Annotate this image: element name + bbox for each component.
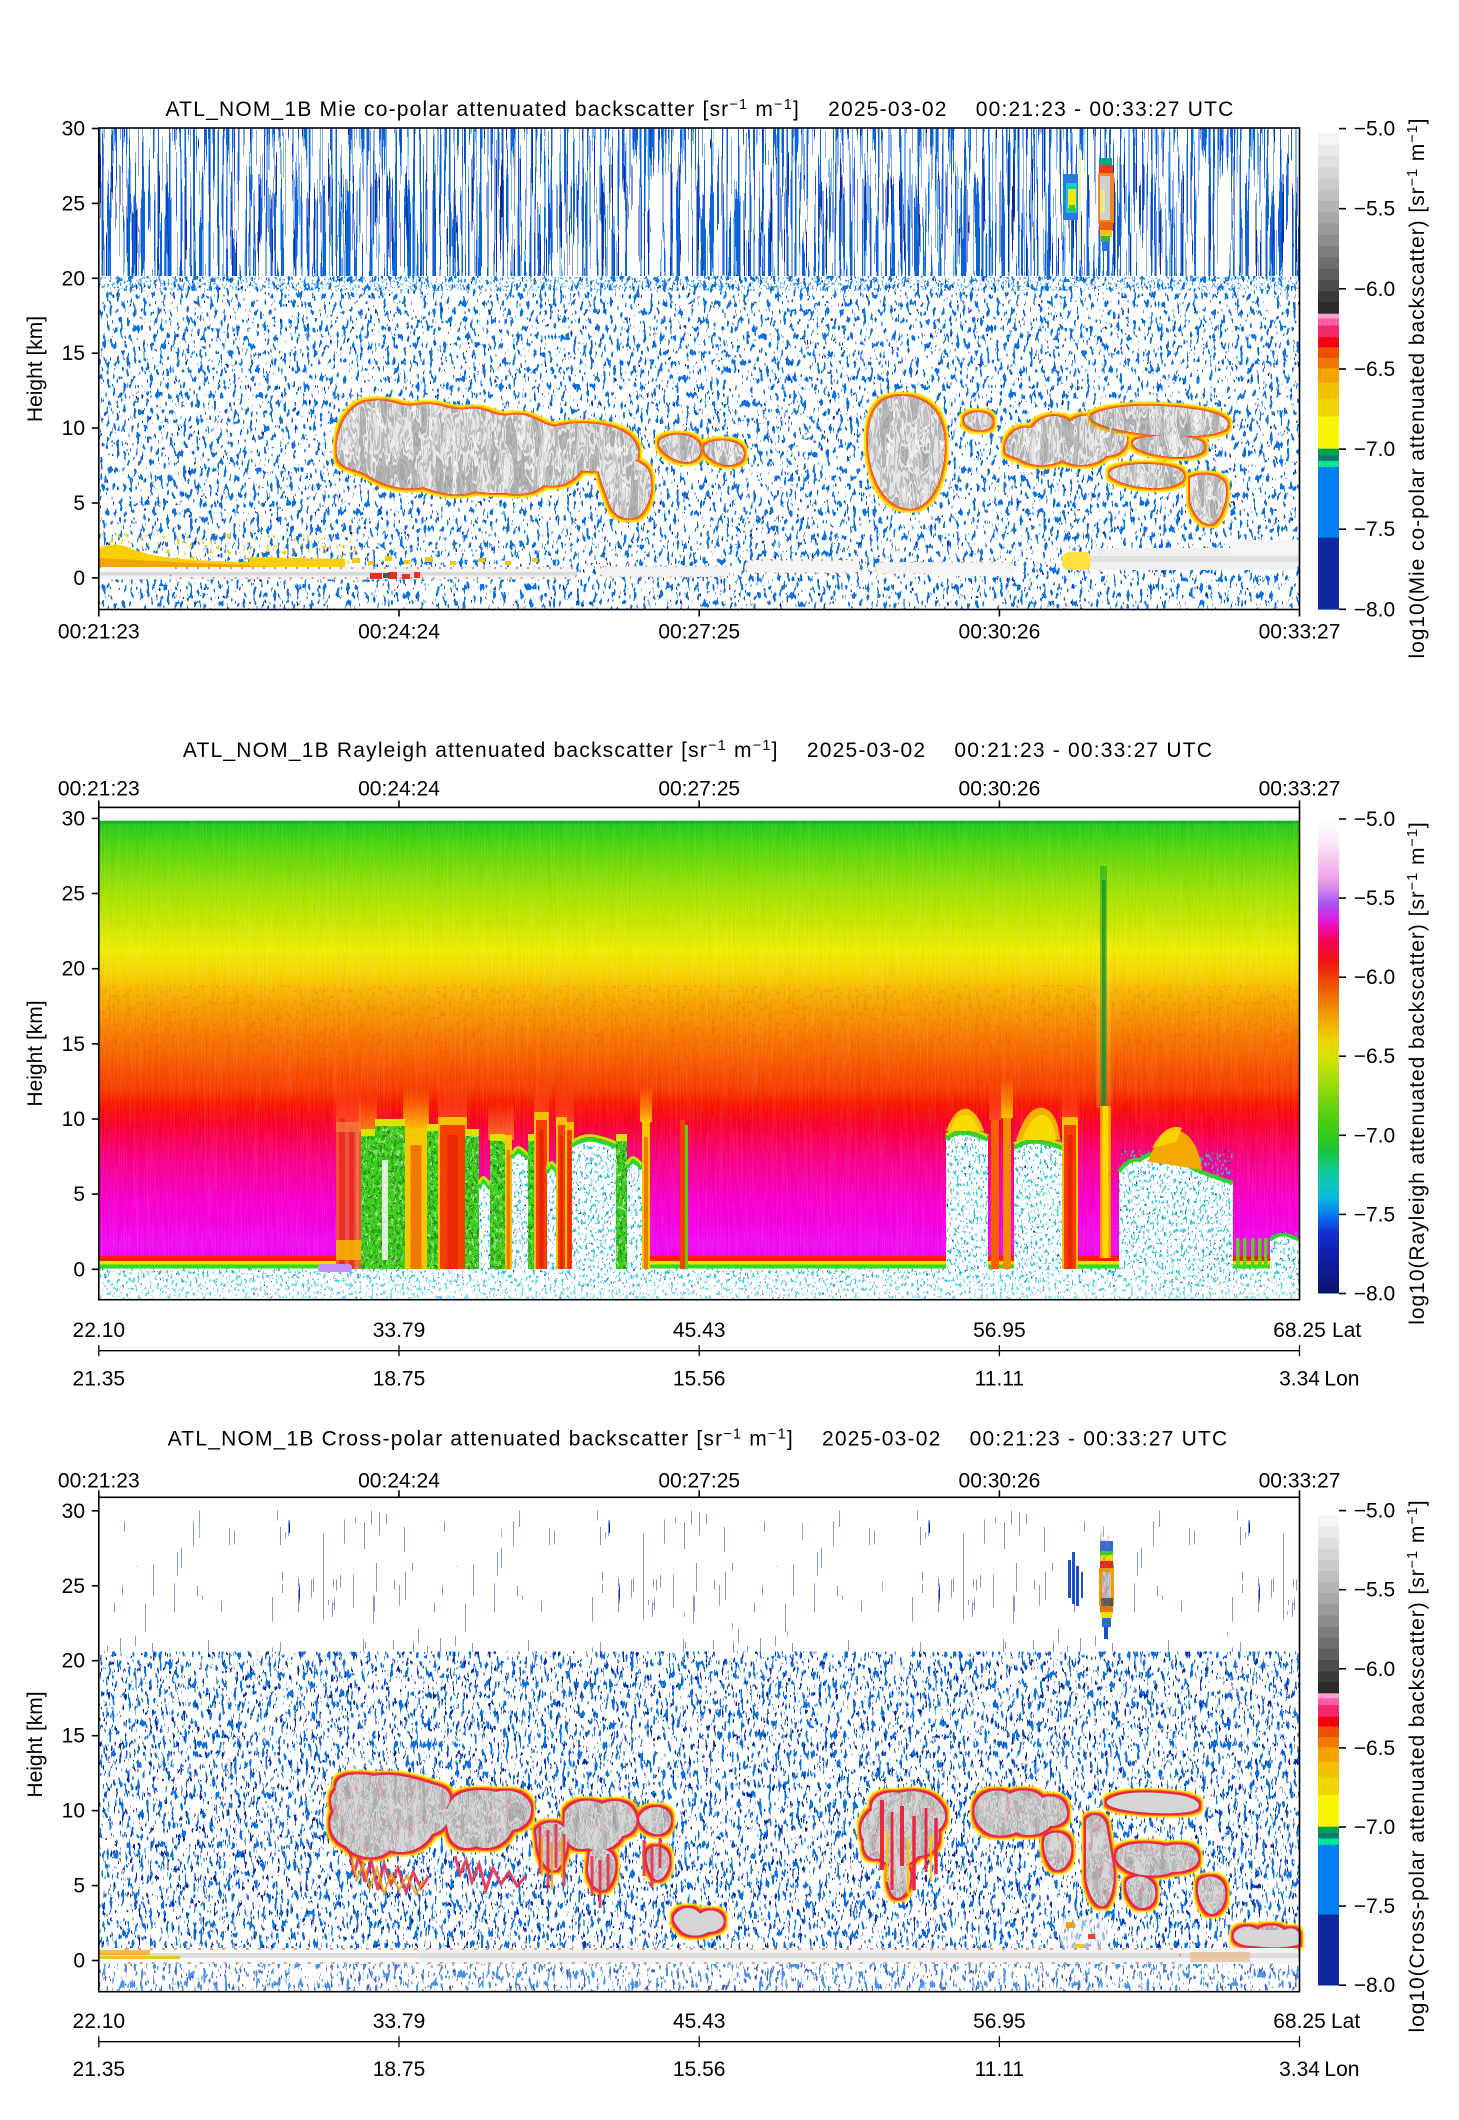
svg-text:−7.0: −7.0	[1354, 1816, 1395, 1839]
svg-text:21.35: 21.35	[73, 1367, 126, 1390]
svg-text:25: 25	[62, 1575, 85, 1598]
svg-text:45.43: 45.43	[673, 2010, 726, 2033]
svg-text:5: 5	[73, 492, 85, 515]
svg-text:−5.5: −5.5	[1354, 198, 1395, 221]
svg-text:21.35: 21.35	[73, 2058, 126, 2081]
svg-text:Height [km]: Height [km]	[24, 1000, 47, 1106]
svg-text:25: 25	[62, 883, 85, 906]
svg-text:−7.5: −7.5	[1354, 1895, 1395, 1918]
svg-text:−6.5: −6.5	[1354, 1737, 1395, 1760]
svg-text:ATL_NOM_1B Cross-polar attenua: ATL_NOM_1B Cross-polar attenuated backsc…	[168, 1427, 1229, 1451]
svg-text:10: 10	[62, 1108, 85, 1131]
svg-text:ATL_NOM_1B Rayleigh attenuated: ATL_NOM_1B Rayleigh attenuated backscatt…	[183, 738, 1213, 762]
svg-text:−5.5: −5.5	[1354, 1579, 1395, 1602]
svg-text:−6.5: −6.5	[1354, 1045, 1395, 1068]
svg-text:25: 25	[62, 192, 85, 215]
svg-text:00:21:23: 00:21:23	[58, 1470, 140, 1493]
svg-text:−7.5: −7.5	[1354, 1203, 1395, 1226]
svg-text:−6.0: −6.0	[1354, 1658, 1395, 1681]
svg-text:20: 20	[62, 267, 85, 290]
svg-text:3.34: 3.34	[1279, 1367, 1320, 1390]
svg-text:00:30:26: 00:30:26	[959, 778, 1041, 801]
svg-text:00:33:27: 00:33:27	[1259, 778, 1341, 801]
svg-text:00:21:23: 00:21:23	[58, 621, 140, 644]
svg-text:0: 0	[73, 1258, 85, 1281]
svg-text:−6.0: −6.0	[1354, 278, 1395, 301]
svg-text:−8.0: −8.0	[1354, 1974, 1395, 1997]
svg-text:30: 30	[62, 1500, 85, 1523]
svg-text:18.75: 18.75	[373, 1367, 426, 1390]
svg-text:−8.0: −8.0	[1354, 1283, 1395, 1306]
svg-text:−7.0: −7.0	[1354, 1124, 1395, 1147]
svg-text:−7.0: −7.0	[1354, 438, 1395, 461]
svg-text:Lon: Lon	[1324, 1367, 1359, 1390]
svg-text:00:30:26: 00:30:26	[959, 1470, 1041, 1493]
svg-text:5: 5	[73, 1875, 85, 1898]
svg-text:Height [km]: Height [km]	[24, 1691, 47, 1797]
svg-text:15: 15	[62, 342, 85, 365]
svg-text:00:33:27: 00:33:27	[1259, 1470, 1341, 1493]
svg-text:−7.5: −7.5	[1354, 518, 1395, 541]
svg-text:log10(Rayleigh attenuated back: log10(Rayleigh attenuated backscatter) […	[1405, 821, 1429, 1324]
svg-text:00:27:25: 00:27:25	[658, 778, 740, 801]
svg-text:15.56: 15.56	[673, 2058, 726, 2081]
svg-text:15.56: 15.56	[673, 1367, 726, 1390]
svg-text:3.34: 3.34	[1279, 2058, 1320, 2081]
svg-text:15: 15	[62, 1725, 85, 1748]
svg-text:33.79: 33.79	[373, 2010, 426, 2033]
svg-text:log10(Mie co-polar attenuated: log10(Mie co-polar attenuated backscatte…	[1405, 118, 1429, 659]
svg-text:Lat: Lat	[1331, 2010, 1360, 2033]
svg-text:10: 10	[62, 1800, 85, 1823]
svg-text:30: 30	[62, 118, 85, 141]
svg-text:−6.0: −6.0	[1354, 966, 1395, 989]
svg-text:20: 20	[62, 958, 85, 981]
svg-text:−5.0: −5.0	[1354, 808, 1395, 831]
svg-text:56.95: 56.95	[973, 2010, 1026, 2033]
svg-text:log10(Cross-polar attenuated b: log10(Cross-polar attenuated backscatter…	[1405, 1499, 1429, 2032]
svg-text:5: 5	[73, 1183, 85, 1206]
svg-text:−5.0: −5.0	[1354, 1500, 1395, 1523]
svg-text:00:27:25: 00:27:25	[658, 1470, 740, 1493]
svg-text:00:24:24: 00:24:24	[358, 1470, 440, 1493]
svg-text:22.10: 22.10	[73, 2010, 126, 2033]
svg-text:68.25: 68.25	[1273, 1319, 1326, 1342]
svg-text:18.75: 18.75	[373, 2058, 426, 2081]
svg-text:00:21:23: 00:21:23	[58, 778, 140, 801]
svg-text:10: 10	[62, 417, 85, 440]
svg-text:Height [km]: Height [km]	[24, 316, 47, 422]
svg-text:Lat: Lat	[1332, 1319, 1361, 1342]
svg-text:−5.0: −5.0	[1354, 118, 1395, 141]
svg-text:−5.5: −5.5	[1354, 887, 1395, 910]
svg-text:00:27:25: 00:27:25	[658, 621, 740, 644]
svg-text:20: 20	[62, 1650, 85, 1673]
svg-text:33.79: 33.79	[373, 1319, 426, 1342]
svg-text:00:24:24: 00:24:24	[358, 778, 440, 801]
svg-text:0: 0	[73, 1950, 85, 1973]
svg-text:30: 30	[62, 807, 85, 830]
svg-text:68.25: 68.25	[1273, 2010, 1326, 2033]
svg-text:22.10: 22.10	[73, 1319, 126, 1342]
svg-text:45.43: 45.43	[673, 1319, 726, 1342]
svg-text:00:33:27: 00:33:27	[1259, 621, 1341, 644]
svg-text:Lon: Lon	[1324, 2058, 1359, 2081]
svg-text:11.11: 11.11	[975, 2058, 1024, 2081]
svg-text:15: 15	[62, 1033, 85, 1056]
svg-text:−8.0: −8.0	[1354, 598, 1395, 621]
svg-text:−6.5: −6.5	[1354, 358, 1395, 381]
svg-text:ATL_NOM_1B Mie co-polar attenu: ATL_NOM_1B Mie co-polar attenuated backs…	[166, 97, 1235, 121]
svg-text:0: 0	[73, 567, 85, 590]
svg-text:11.11: 11.11	[975, 1367, 1024, 1390]
svg-text:56.95: 56.95	[973, 1319, 1026, 1342]
svg-text:00:30:26: 00:30:26	[959, 621, 1041, 644]
svg-text:00:24:24: 00:24:24	[358, 621, 440, 644]
